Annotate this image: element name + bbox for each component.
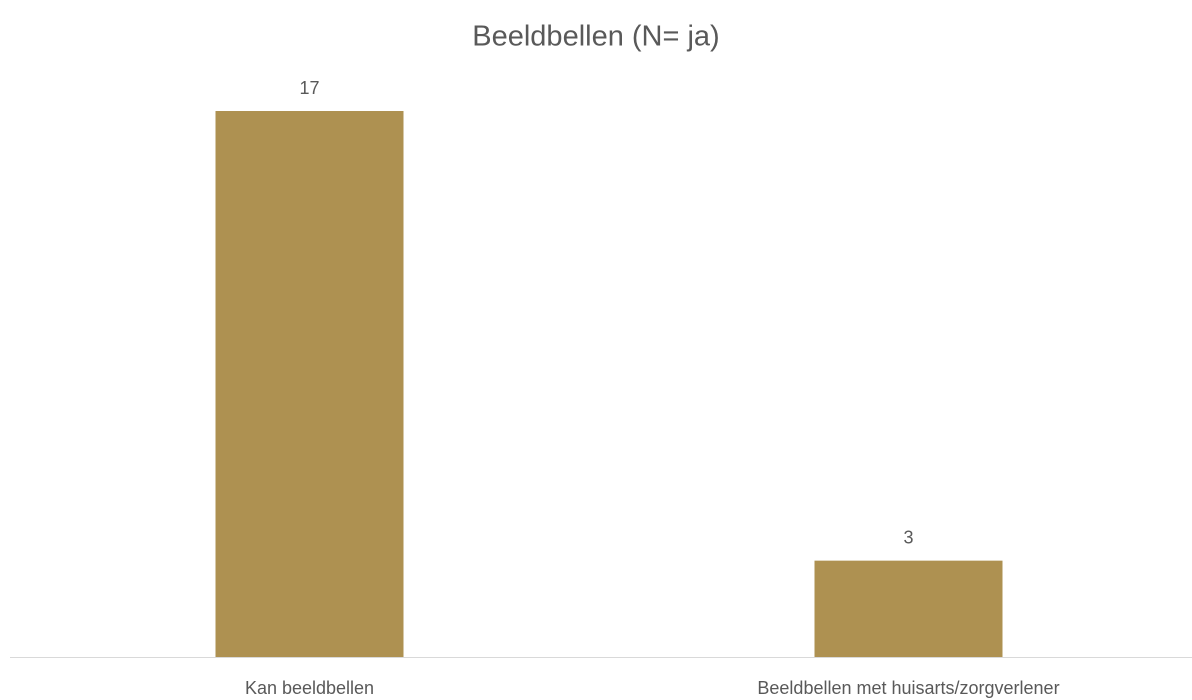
x-tick-label: Kan beeldbellen — [245, 678, 374, 698]
value-label: 3 — [903, 527, 913, 547]
x-tick-label: Beeldbellen met huisarts/zorgverlener — [757, 678, 1059, 698]
value-label: 17 — [299, 78, 319, 98]
chart-title: Beeldbellen (N= ja) — [472, 21, 719, 53]
bar — [814, 560, 1003, 657]
bar — [215, 111, 404, 657]
